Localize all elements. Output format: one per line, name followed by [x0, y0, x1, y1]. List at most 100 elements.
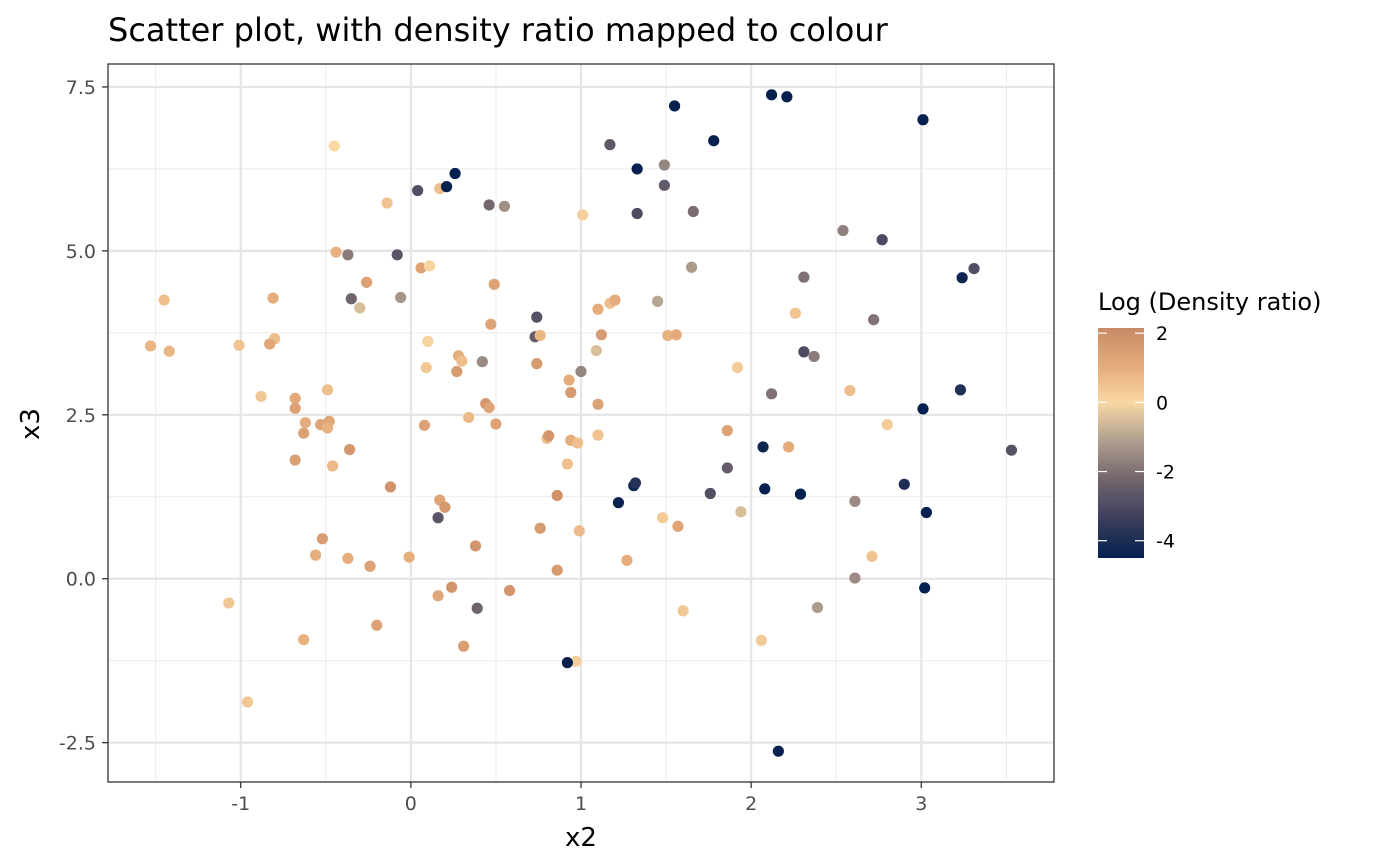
scatter-point: [264, 338, 276, 350]
scatter-point: [658, 159, 670, 171]
scatter-point: [420, 361, 432, 374]
scatter-point: [704, 487, 716, 500]
scatter-point: [551, 564, 563, 576]
scatter-point: [469, 540, 482, 552]
scatter-point: [299, 417, 311, 429]
scatter-point: [381, 197, 393, 209]
legend-tick-label: 0: [1156, 392, 1168, 414]
chart-title: Scatter plot, with density ratio mapped …: [108, 11, 889, 49]
scatter-point: [488, 278, 500, 290]
scatter-point: [735, 506, 747, 518]
scatter-point: [321, 384, 334, 396]
x-tick-label: 2: [745, 793, 757, 815]
scatter-point: [289, 402, 301, 414]
scatter-point: [968, 262, 980, 275]
scatter-point: [668, 100, 681, 112]
scatter-point: [794, 488, 807, 500]
scatter-point: [418, 419, 431, 431]
scatter-point: [849, 495, 861, 507]
scatter-point: [531, 358, 543, 370]
scatter-point: [920, 506, 932, 519]
scatter-point: [412, 184, 424, 197]
scatter-point: [956, 272, 968, 284]
scatter-point: [531, 311, 543, 323]
scatter-point: [403, 551, 415, 563]
legend-tick-label: -2: [1156, 462, 1175, 484]
scatter-point: [881, 419, 893, 431]
scatter-point: [670, 329, 682, 341]
scatter-point: [391, 249, 403, 261]
y-tick-label: 2.5: [66, 405, 96, 427]
scatter-point: [592, 398, 604, 410]
scatter-point: [163, 345, 175, 357]
scatter-point: [781, 91, 793, 103]
scatter-point: [609, 294, 621, 306]
scatter-point: [432, 590, 444, 602]
scatter-point: [731, 361, 744, 374]
legend-colourbar: [1098, 328, 1144, 558]
scatter-point: [755, 634, 767, 646]
scatter-point: [483, 401, 495, 414]
scatter-point: [868, 314, 880, 326]
scatter-point: [811, 601, 824, 614]
scatter-point: [612, 497, 625, 509]
scatter-point: [298, 427, 310, 439]
scatter-point: [415, 262, 427, 274]
scatter-point: [451, 365, 463, 378]
scatter-point: [782, 441, 795, 453]
scatter-point: [721, 462, 733, 474]
x-tick-label: -1: [231, 793, 250, 815]
scatter-point: [476, 356, 488, 368]
scatter-point: [844, 384, 856, 397]
colour-legend: Log (Density ratio) 2 0 -2 -4: [1098, 288, 1321, 558]
scatter-point: [721, 424, 733, 437]
x-axis-title: x2: [565, 823, 597, 853]
scatter-point: [241, 696, 254, 708]
scatter-point: [344, 443, 356, 456]
scatter-point: [571, 437, 584, 449]
scatter-point: [446, 581, 458, 593]
scatter-point: [765, 89, 778, 101]
x-axis: -1 0 1 2 3: [231, 782, 927, 815]
scatter-point: [577, 209, 589, 221]
y-axis: -2.5 0.0 2.5 5.0 7.5: [59, 77, 108, 755]
scatter-point: [592, 303, 604, 315]
data-points: [144, 89, 1018, 757]
scatter-point: [789, 307, 801, 319]
scatter-point: [342, 552, 354, 565]
scatter-point: [371, 619, 383, 631]
scatter-point: [534, 329, 546, 342]
scatter-point: [144, 340, 157, 352]
scatter-point: [342, 249, 354, 261]
scatter-point: [330, 246, 342, 258]
scatter-point: [954, 384, 967, 396]
scatter-point: [798, 271, 810, 283]
scatter-point: [309, 549, 322, 561]
scatter-point: [651, 295, 664, 307]
x-tick-label: 0: [405, 793, 417, 815]
scatter-point: [849, 572, 861, 584]
scatter-point: [772, 745, 784, 757]
x-tick-label: 1: [575, 793, 587, 815]
scatter-point: [708, 135, 720, 147]
scatter-point: [490, 418, 502, 430]
legend-ticks: 2 0 -2 -4: [1098, 323, 1175, 553]
scatter-point: [808, 350, 820, 363]
scatter-point: [233, 339, 245, 351]
scatter-point: [621, 554, 633, 566]
scatter-point: [658, 179, 670, 191]
scatter-point: [677, 605, 689, 617]
scatter-point: [298, 634, 310, 646]
scatter-point: [345, 293, 357, 305]
scatter-point: [570, 655, 582, 667]
scatter-point: [503, 584, 516, 597]
scatter-point: [289, 392, 301, 405]
scatter-point: [321, 422, 334, 434]
scatter-point: [289, 454, 301, 466]
legend-title: Log (Density ratio): [1098, 288, 1321, 316]
scatter-point: [917, 403, 929, 415]
scatter-point: [657, 512, 669, 524]
scatter-point: [561, 458, 573, 470]
scatter-point: [573, 525, 585, 537]
scatter-point: [485, 318, 497, 330]
